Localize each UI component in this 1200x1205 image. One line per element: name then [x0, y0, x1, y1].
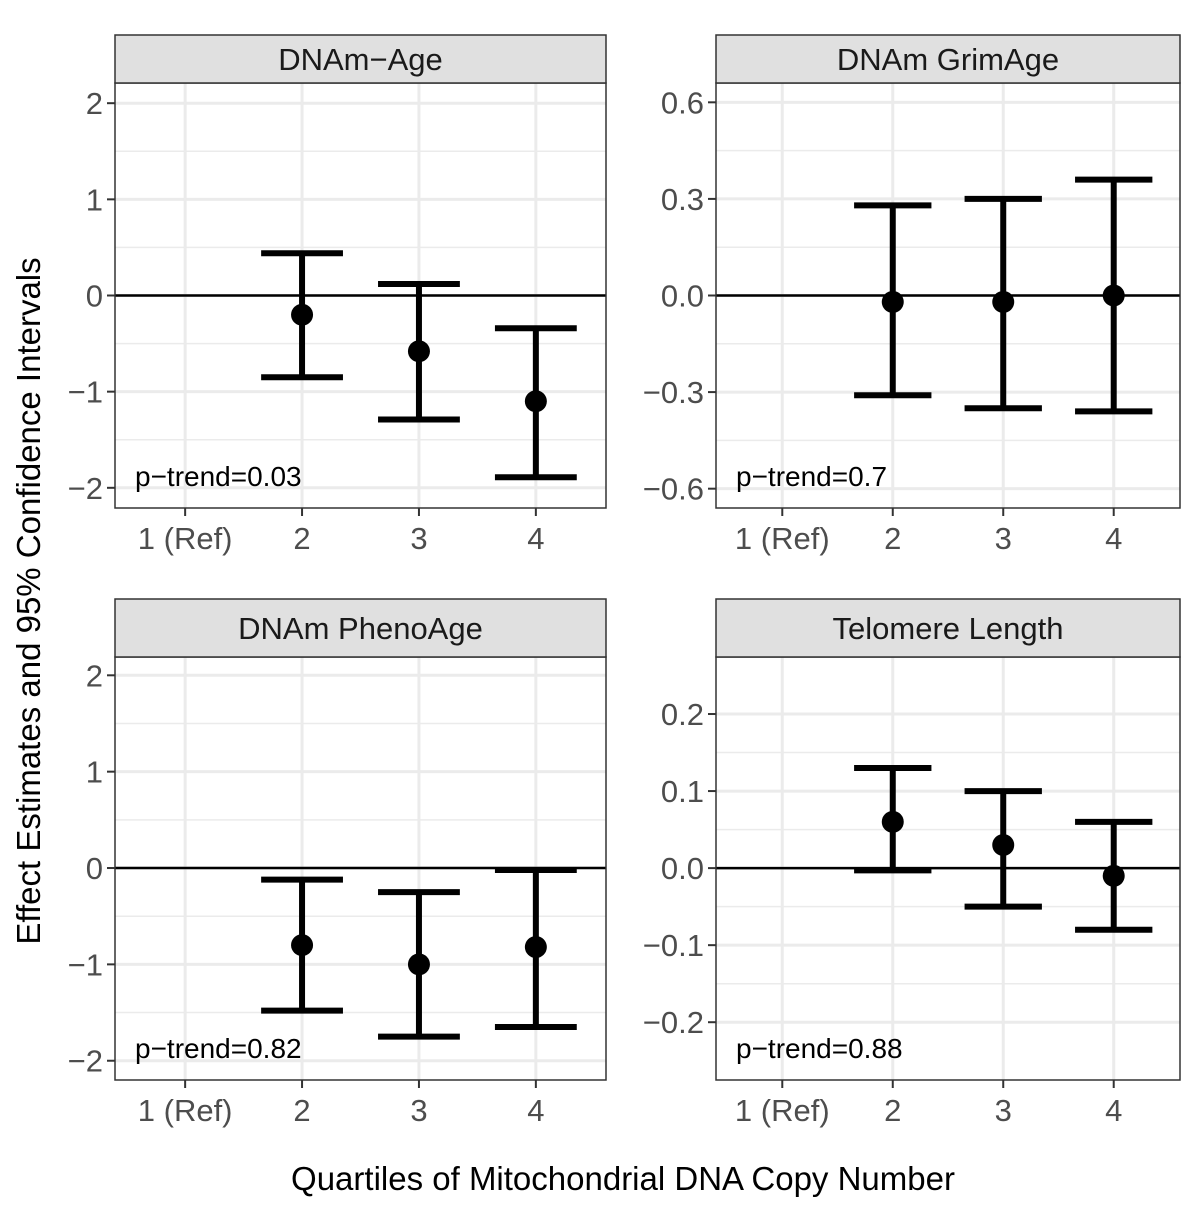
estimate-point — [291, 934, 314, 957]
x-tick-label: 1 (Ref) — [138, 1093, 233, 1128]
estimate-point — [1102, 284, 1125, 307]
p-trend-label: p−trend=0.88 — [736, 1033, 903, 1064]
y-tick-label: 2 — [86, 86, 103, 121]
estimate-point — [992, 834, 1015, 856]
facet-title: Telomere Length — [833, 611, 1064, 646]
estimate-point — [992, 290, 1015, 313]
errorbar-3 — [378, 889, 460, 1040]
errorbar-2 — [854, 764, 932, 874]
y-tick-label: −0.6 — [643, 472, 704, 507]
panel-2: DNAm GrimAge p−trend=0.7 −0.6 −0.3 0.0 0.3 0.6… — [643, 34, 1181, 556]
estimate-point — [1102, 864, 1125, 887]
y-tick-label: −1 — [68, 375, 103, 410]
errorbar-4 — [494, 866, 577, 1031]
y-axis-title: Effect Estimates and 95% Confidence Inte… — [10, 257, 47, 944]
y-tick-label: 0.6 — [661, 85, 704, 120]
panel-4: Telomere Length p−trend=0.88 −0.2 −0.1 0.0 0.… — [643, 598, 1181, 1128]
estimate-point — [524, 936, 547, 959]
y-tick-label: 0.3 — [661, 182, 704, 217]
x-axis-title: Quartiles of Mitochondrial DNA Copy Numb… — [291, 1160, 955, 1197]
x-tick-label: 4 — [1105, 521, 1122, 556]
x-tick-label: 2 — [293, 521, 310, 556]
errorbar-3 — [378, 280, 460, 423]
y-tick-label: 1 — [86, 182, 103, 217]
x-tick-label: 4 — [1105, 1093, 1122, 1128]
estimate-point — [881, 810, 904, 833]
x-tick-label: 1 (Ref) — [735, 521, 830, 556]
facet-title: DNAm−Age — [278, 42, 443, 77]
p-trend-label: p−trend=0.7 — [736, 461, 887, 492]
errorbar-2 — [261, 250, 343, 381]
x-tick-label: 4 — [527, 521, 544, 556]
panel-1: DNAm−Age p−trend=0.03 −2 −1 0 1 2 1 (Ref) 2 3 4 — [68, 34, 607, 556]
x-tick-label: 4 — [527, 1093, 544, 1128]
panel-3: DNAm PhenoAge p−trend=0.82 −2 −1 0 1 2 1 (Ref) 2… — [68, 598, 607, 1128]
errorbar-3 — [964, 788, 1042, 910]
y-tick-label: −0.3 — [643, 375, 704, 410]
estimate-point — [291, 303, 314, 326]
y-tick-label: −1 — [68, 947, 103, 982]
y-tick-label: 0.2 — [661, 697, 704, 732]
estimate-point — [881, 290, 904, 313]
x-tick-label: 2 — [293, 1093, 310, 1128]
errorbar-4 — [1075, 818, 1153, 933]
p-trend-label: p−trend=0.03 — [135, 461, 302, 492]
y-tick-label: 0.0 — [661, 851, 704, 886]
x-tick-label: 1 (Ref) — [735, 1093, 830, 1128]
y-tick-label: 0.1 — [661, 774, 704, 809]
x-tick-label: 2 — [884, 521, 901, 556]
errorbar-2 — [854, 202, 932, 399]
y-tick-label: 0 — [86, 279, 103, 314]
errorbar-4 — [494, 325, 577, 481]
y-tick-label: −2 — [68, 1044, 103, 1079]
facet-strip — [715, 598, 1181, 658]
y-tick-label: −2 — [68, 471, 103, 506]
errorbar-2 — [261, 876, 343, 1014]
estimate-point — [407, 953, 430, 976]
y-tick-label: −0.2 — [643, 1005, 704, 1040]
y-tick-label: 1 — [86, 755, 103, 790]
errorbar-3 — [964, 195, 1042, 412]
facet-title: DNAm GrimAge — [837, 42, 1059, 77]
estimate-point — [407, 340, 430, 363]
p-trend-label: p−trend=0.82 — [135, 1033, 302, 1064]
estimate-point — [524, 390, 547, 413]
x-tick-label: 1 (Ref) — [138, 521, 233, 556]
y-tick-label: 0.0 — [661, 279, 704, 314]
y-tick-label: −0.1 — [643, 928, 704, 963]
errorbar-4 — [1075, 176, 1153, 415]
y-tick-label: 2 — [86, 658, 103, 693]
x-tick-label: 3 — [995, 1093, 1012, 1128]
x-tick-label: 2 — [884, 1093, 901, 1128]
x-tick-label: 3 — [995, 521, 1012, 556]
x-tick-label: 3 — [410, 521, 427, 556]
facet-strip — [114, 34, 607, 84]
x-tick-label: 3 — [410, 1093, 427, 1128]
y-tick-label: 0 — [86, 851, 103, 886]
facet-strip — [114, 598, 607, 658]
facet-title: DNAm PhenoAge — [238, 611, 483, 646]
facet-strip — [715, 34, 1181, 84]
